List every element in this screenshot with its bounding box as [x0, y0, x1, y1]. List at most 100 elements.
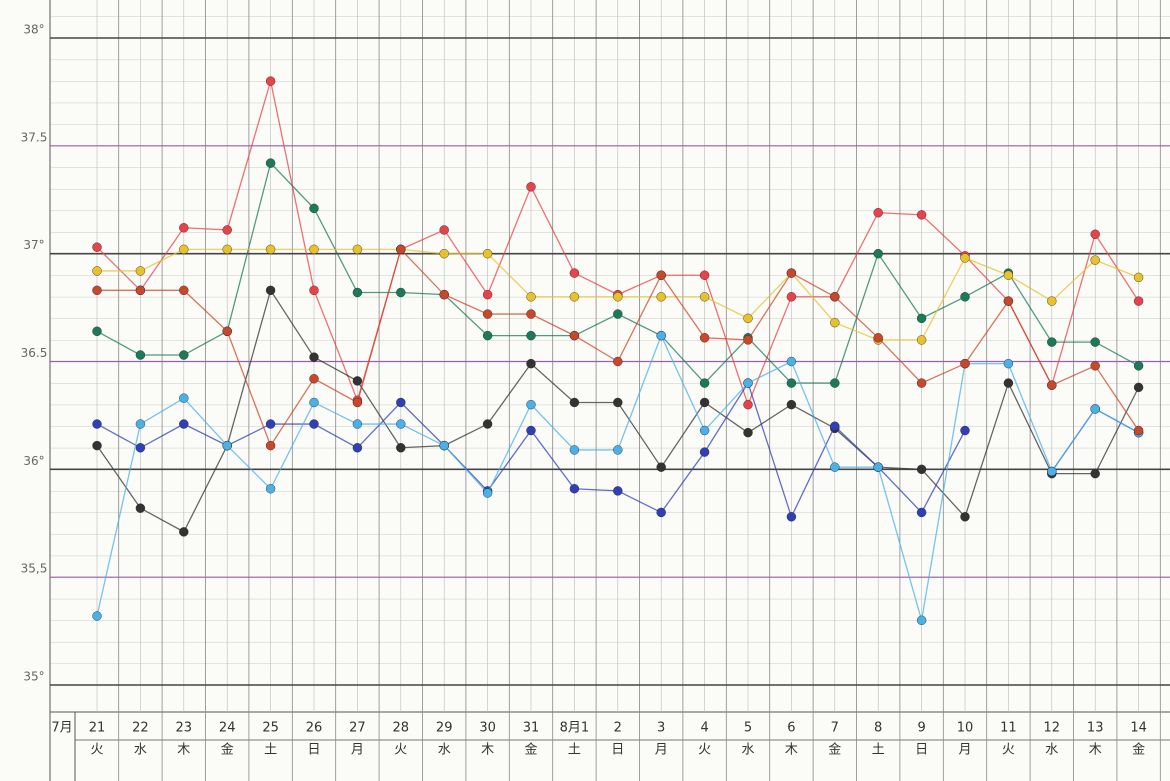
data-point: [569, 445, 580, 455]
weekday-label: 土: [872, 743, 885, 758]
data-point: [92, 326, 102, 337]
data-point: [699, 378, 710, 388]
data-point: [92, 440, 102, 451]
x-tick-label: 26: [306, 721, 323, 736]
data-point: [786, 268, 797, 278]
data-point: [92, 419, 102, 429]
data-point: [699, 425, 710, 436]
data-point: [396, 443, 406, 453]
data-point: [613, 356, 623, 367]
data-point: [916, 615, 927, 625]
x-tick-label: 27: [349, 721, 366, 736]
weekday-label: 木: [785, 743, 798, 758]
data-point: [92, 242, 102, 252]
data-point: [656, 270, 666, 280]
y-tick-label: 36°: [23, 454, 44, 468]
weekday-label: 日: [915, 743, 928, 758]
data-point: [526, 425, 536, 436]
data-point: [569, 268, 580, 278]
x-tick-label: 8月1: [560, 721, 590, 736]
data-point: [265, 419, 276, 429]
data-point: [309, 374, 319, 384]
weekday-label: 火: [90, 743, 103, 758]
data-point: [743, 313, 753, 324]
data-point: [439, 225, 449, 235]
weekday-label: 土: [568, 743, 581, 758]
data-point: [916, 378, 927, 388]
data-point: [135, 419, 146, 429]
paper-ruling: [50, 0, 1170, 685]
data-point: [92, 266, 102, 276]
x-tick-label: 4: [700, 721, 708, 736]
x-tick-label: 21: [89, 721, 106, 736]
weekday-label: 木: [481, 743, 494, 758]
data-point: [309, 397, 319, 408]
weekday-label: 水: [134, 743, 147, 758]
data-point: [1047, 380, 1057, 390]
month-label: 7月: [51, 721, 72, 736]
x-tick-label: 7: [831, 721, 839, 736]
data-point: [222, 225, 232, 235]
x-tick-label: 13: [1087, 721, 1104, 736]
data-point: [960, 292, 970, 302]
data-point: [352, 376, 363, 386]
data-point: [569, 292, 580, 302]
weekday-label: 日: [307, 743, 320, 758]
y-tick-label: 35,5: [21, 562, 48, 576]
data-point: [352, 244, 363, 255]
data-point: [135, 285, 146, 296]
data-point: [1003, 358, 1014, 369]
data-point: [352, 443, 363, 453]
data-point: [439, 289, 449, 300]
data-point: [656, 292, 666, 302]
weekday-label: 火: [698, 743, 711, 758]
data-point: [1003, 378, 1014, 388]
data-point: [482, 289, 493, 300]
x-tick-label: 3: [657, 721, 665, 736]
data-point: [916, 210, 927, 220]
data-point: [179, 350, 189, 360]
x-tick-label: 12: [1044, 721, 1061, 736]
data-point: [265, 76, 276, 86]
data-point: [135, 443, 146, 453]
y-tick-label: 36.5: [21, 346, 48, 360]
data-point: [960, 253, 970, 263]
data-point: [179, 393, 189, 403]
weekday-label: 日: [611, 743, 624, 758]
data-point: [482, 488, 493, 498]
data-point: [743, 335, 753, 345]
weekday-label: 火: [1002, 743, 1015, 758]
data-point: [613, 397, 623, 408]
weekday-label: 金: [828, 742, 841, 758]
data-point: [222, 244, 232, 255]
data-point: [960, 358, 970, 369]
data-point: [699, 397, 710, 408]
data-point: [613, 486, 623, 496]
data-point: [1133, 425, 1144, 436]
weekday-label: 木: [177, 743, 190, 758]
data-point: [439, 248, 449, 259]
weekday-label: 水: [741, 743, 754, 758]
data-point: [265, 440, 276, 451]
weekday-label: 月: [655, 743, 668, 758]
data-point: [786, 512, 797, 522]
data-point: [830, 317, 840, 328]
data-point: [179, 223, 189, 233]
data-point: [222, 326, 232, 337]
data-point: [135, 503, 146, 513]
y-tick-label: 37°: [23, 238, 44, 252]
data-point: [613, 292, 623, 302]
data-point: [396, 419, 406, 429]
data-point: [265, 285, 276, 296]
data-point: [656, 330, 666, 341]
x-tick-label: 30: [479, 721, 496, 736]
data-point: [352, 397, 363, 408]
x-tick-label: 22: [132, 721, 149, 736]
data-point: [1133, 382, 1144, 393]
data-point: [309, 419, 319, 429]
data-point: [873, 333, 883, 343]
data-point: [916, 335, 927, 345]
data-point: [699, 292, 710, 302]
weekday-label: 金: [1132, 742, 1145, 758]
data-point: [309, 352, 319, 362]
